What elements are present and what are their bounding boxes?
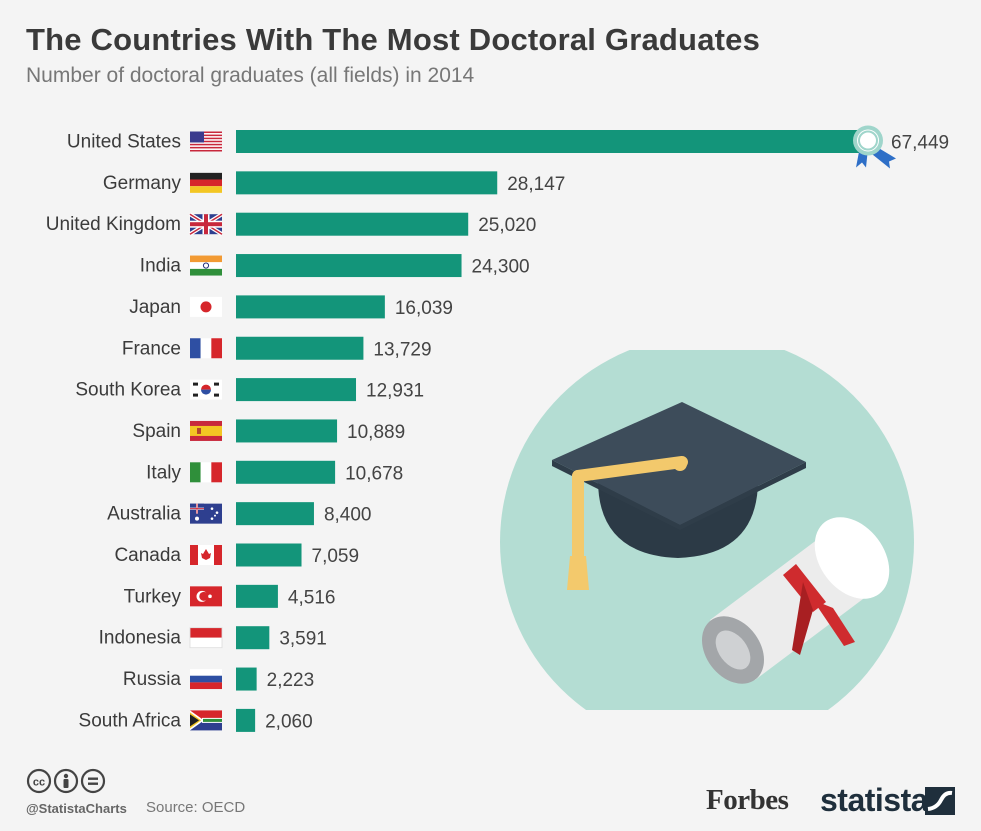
chart-subtitle: Number of doctoral graduates (all fields… — [26, 64, 475, 87]
graduation-cap-icon — [552, 402, 806, 590]
bar — [236, 130, 862, 153]
value-label: 28,147 — [507, 174, 565, 195]
value-label: 3,591 — [279, 629, 327, 650]
category-label: Australia — [107, 504, 181, 525]
value-label: 13,729 — [373, 339, 431, 360]
flag-ca-icon — [190, 545, 222, 565]
bar — [236, 543, 302, 567]
value-label: 8,400 — [324, 505, 372, 526]
flag-ru-icon — [190, 669, 222, 690]
value-label: 24,300 — [472, 257, 530, 278]
flag-za-icon — [190, 710, 222, 731]
category-label: France — [122, 338, 181, 359]
flag-jp-icon — [190, 296, 222, 317]
value-label: 7,059 — [312, 546, 360, 567]
flag-it-icon — [190, 462, 222, 483]
value-label: 12,931 — [366, 381, 424, 402]
value-label: 10,889 — [347, 422, 405, 443]
value-label: 2,060 — [265, 711, 313, 732]
bar — [236, 295, 385, 319]
flag-fr-icon — [190, 338, 222, 359]
flag-tr-icon — [190, 586, 222, 607]
bar — [236, 460, 336, 484]
source-text: Source: OECD — [146, 799, 246, 816]
flag-gb-icon — [188, 212, 224, 236]
bar — [236, 626, 270, 650]
category-label: South Africa — [79, 710, 182, 731]
bar — [236, 254, 462, 278]
nd-icon — [80, 768, 106, 794]
flag-es-icon — [190, 420, 222, 441]
category-label: South Korea — [75, 380, 181, 401]
category-label: Turkey — [124, 586, 182, 607]
category-label: Japan — [129, 297, 181, 318]
bar — [236, 708, 256, 732]
category-label: United Kingdom — [46, 214, 181, 235]
category-label: Canada — [114, 545, 181, 566]
category-label: Italy — [146, 462, 181, 483]
statista-handle: @StatistaCharts — [26, 801, 127, 816]
category-label: Spain — [132, 421, 181, 442]
flag-us-icon — [190, 131, 222, 152]
bar — [236, 378, 357, 402]
category-label: India — [140, 256, 182, 277]
license-icons: cc — [26, 768, 106, 794]
flag-de-icon — [190, 172, 222, 193]
statista-logo-mark — [925, 787, 955, 815]
bar — [236, 667, 257, 691]
bar — [236, 584, 278, 608]
value-label: 4,516 — [288, 587, 336, 608]
cc-icon: cc — [26, 768, 52, 794]
chart-title: The Countries With The Most Doctoral Gra… — [26, 22, 761, 57]
bar — [236, 171, 498, 195]
value-label: 25,020 — [478, 215, 536, 236]
bar — [236, 419, 338, 443]
category-label: United States — [67, 132, 181, 153]
value-label: 2,223 — [267, 670, 315, 691]
by-icon — [53, 768, 79, 794]
bar — [236, 336, 364, 360]
svg-text:cc: cc — [33, 777, 45, 789]
bar-chart: United States 67,449 Germany 28,147 United K… — [46, 125, 949, 732]
value-label: 16,039 — [395, 298, 453, 319]
flag-kr-icon — [190, 379, 222, 400]
graduation-illustration — [500, 350, 914, 710]
flag-in-icon — [190, 255, 222, 276]
award-ribbon-icon — [853, 125, 896, 169]
category-label: Russia — [123, 669, 182, 690]
bar — [236, 212, 469, 236]
flag-au-icon — [190, 503, 222, 524]
diploma-scroll-icon — [702, 517, 890, 684]
statista-logo: statista — [820, 782, 929, 818]
bar — [236, 502, 314, 526]
value-label: 67,449 — [891, 133, 949, 154]
forbes-logo: Forbes — [706, 784, 789, 816]
value-label: 10,678 — [345, 463, 403, 484]
category-label: Germany — [103, 173, 182, 194]
category-label: Indonesia — [99, 628, 182, 649]
flag-id-icon — [189, 627, 223, 649]
